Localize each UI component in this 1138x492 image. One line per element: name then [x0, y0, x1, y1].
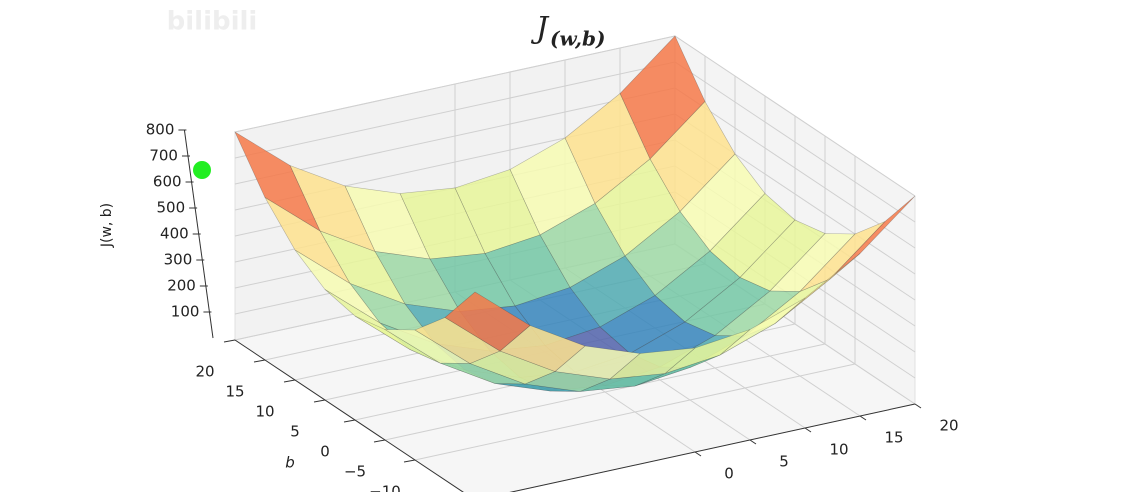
y-tick: [313, 399, 326, 403]
x-tick: [859, 415, 867, 421]
watermark: bilibili: [167, 7, 258, 37]
grid-line: [234, 35, 676, 133]
surface-patch: [579, 373, 666, 392]
grid-line: [234, 61, 676, 159]
z-axis-label: J(w, b): [99, 203, 115, 248]
grid-line: [234, 87, 676, 185]
z-tick-label: 100: [171, 303, 200, 321]
z-tick-label: 800: [146, 121, 175, 139]
chart-title-subscript: (w,b): [550, 27, 605, 51]
y-tick: [253, 359, 266, 363]
surface-patch: [383, 329, 472, 364]
axes: 0 5 10 15 20 20 15 10 5 0 −5−10 100 200 300 400 500 600 7…: [146, 121, 959, 492]
z-tick-label: 500: [156, 199, 185, 217]
z-tick-label: 400: [160, 225, 189, 243]
y-tick-label: 20: [195, 363, 214, 381]
y-tick: [373, 439, 386, 443]
z-tick-label: 200: [167, 277, 196, 295]
y-tick: [283, 379, 296, 383]
grid-line: [384, 343, 826, 441]
y-tick: [343, 419, 356, 423]
x-tick: [749, 439, 757, 445]
x-tick: [804, 427, 812, 433]
x-tick-label: 20: [939, 417, 958, 435]
y-tick-label: 15: [225, 383, 244, 401]
cursor-marker: [193, 161, 211, 179]
grid-line: [674, 61, 916, 223]
x-tick: [914, 403, 922, 409]
y-tick-label: 5: [290, 423, 300, 441]
surface: [234, 35, 916, 392]
surface-patch: [414, 317, 501, 364]
y-tick: [403, 459, 416, 463]
y-axis-label: b: [285, 454, 295, 472]
x-tick-label: 5: [779, 453, 789, 471]
y-tick-label: 10: [255, 403, 274, 421]
y-tick-label: −10: [369, 483, 401, 492]
z-tick-label: 700: [149, 147, 178, 165]
chart-title: J: [530, 11, 550, 46]
x-tick-label: 10: [829, 441, 848, 459]
y-tick-label: −5: [344, 463, 366, 481]
y-tick-label: 0: [320, 443, 330, 461]
x-tick-label: 15: [884, 429, 903, 447]
y-tick: [223, 339, 236, 343]
grid-line: [414, 363, 856, 461]
grid-line: [674, 87, 916, 249]
z-tick-label: 300: [164, 251, 193, 269]
z-tick-label: 600: [153, 173, 182, 191]
x-tick: [694, 451, 702, 457]
grid-line: [674, 35, 916, 197]
x-tick-label: 0: [724, 465, 734, 483]
surface-patch: [444, 291, 531, 352]
surface-patch: [354, 315, 441, 364]
surface-patch: [399, 187, 486, 260]
